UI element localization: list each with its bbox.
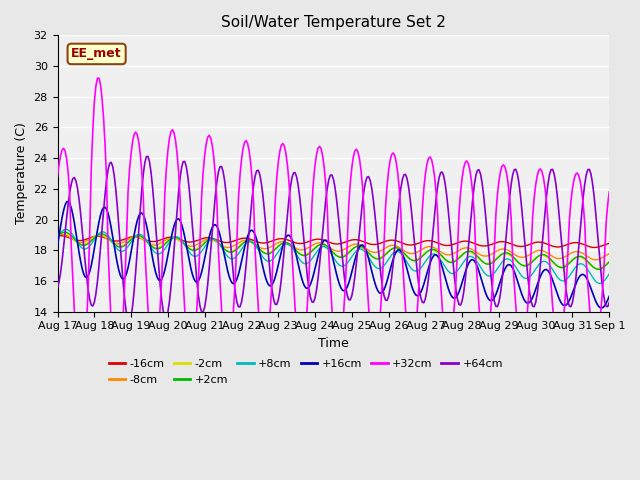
X-axis label: Time: Time <box>318 337 349 350</box>
Legend: -16cm, -8cm, -2cm, +2cm, +8cm, +16cm, +32cm, +64cm: -16cm, -8cm, -2cm, +2cm, +8cm, +16cm, +3… <box>104 355 508 389</box>
Y-axis label: Temperature (C): Temperature (C) <box>15 122 28 225</box>
Text: EE_met: EE_met <box>71 48 122 60</box>
Title: Soil/Water Temperature Set 2: Soil/Water Temperature Set 2 <box>221 15 446 30</box>
